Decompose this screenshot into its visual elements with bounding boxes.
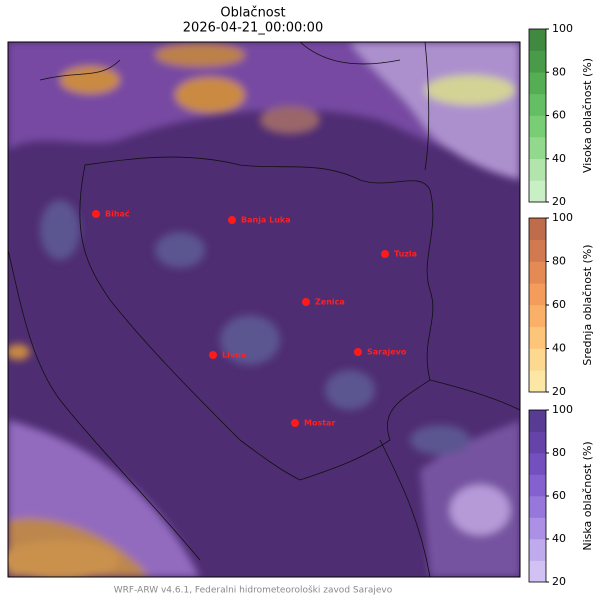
colorbar-label: Srednja oblačnost (%) [581,244,594,365]
city-label: Mostar [304,419,335,428]
colorbar-tick-label: 100 [552,403,573,416]
colorbar-band [529,29,546,51]
colorbar-band [529,370,546,393]
colorbar-band [529,137,546,160]
colorbar-band [529,218,546,241]
colorbar-tick-label: 80 [552,255,566,268]
colorbar-band [529,453,546,475]
colorbar-band [529,72,546,95]
city-label: Bihać [105,209,130,219]
colorbar-band [529,560,546,583]
city-marker [381,250,389,258]
city-marker [291,419,299,427]
colorbar-band [529,539,546,561]
colorbar-band [529,239,546,262]
city-label: Banja Luka [241,216,291,225]
colorbar-band [529,474,546,497]
colorbar-band [529,348,546,371]
datetime: 2026-04-21_00:00:00 [183,21,323,36]
city-marker [92,210,100,218]
colorbar-band [529,261,546,284]
colorbar-band [529,305,546,328]
colorbar-band [529,496,546,518]
colorbar-tick-label: 60 [552,489,566,502]
colorbar-tick-label: 20 [552,195,566,208]
city-marker [209,351,217,359]
colorbar-tick-label: 40 [552,342,566,355]
colorbar-label: Visoka oblačnost (%) [581,58,594,173]
footer: WRF-ARW v4.6.1, Federalni hidrometeorolo… [114,585,393,596]
colorbar-band [529,431,546,454]
colorbar-band [529,93,546,116]
colorbar-tick-label: 80 [552,65,566,78]
colorbar-band [529,326,546,349]
map-area [8,42,520,577]
colorbar-tick-label: 40 [552,532,566,545]
city-label: Zenica [315,298,345,307]
title: Oblačnost [220,6,285,21]
colorbar-tick-label: 40 [552,152,566,165]
colorbar-tick-label: 20 [552,575,566,588]
colorbar-band [529,115,546,138]
map-frame [7,41,521,578]
colorbar-tick-label: 20 [552,385,566,398]
colorbar-band [529,50,546,73]
colorbar-tick-label: 100 [552,211,573,224]
colorbar-band [529,517,546,540]
city-label: Sarajevo [367,348,407,357]
city-label: Livno [222,351,247,360]
colorbar-band [529,283,546,306]
colorbar-tick-label: 60 [552,298,566,311]
city-marker [302,298,310,306]
city-marker [228,216,236,224]
colorbar-band [529,410,546,432]
colorbar-label: Niska oblačnost (%) [581,441,594,550]
city-marker [354,348,362,356]
colorbar-tick-label: 60 [552,109,566,122]
colorbar-band [529,180,546,203]
colorbar-tick-label: 80 [552,446,566,459]
colorbar-band [529,158,546,181]
borders [8,42,520,577]
city-label: Tuzla [394,250,417,259]
colorbar-tick-label: 100 [552,22,573,35]
